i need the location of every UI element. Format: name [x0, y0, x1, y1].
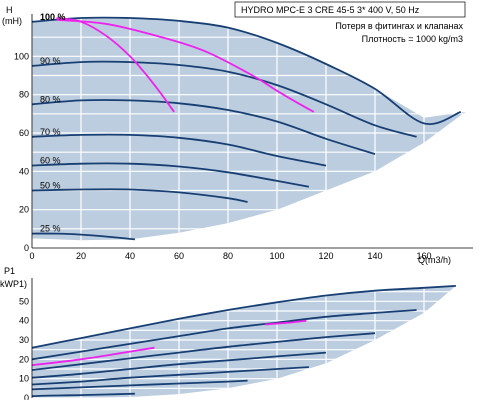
- title-box: [234, 1, 466, 18]
- top-ytick-40: 40: [19, 166, 29, 176]
- bot-efficiency-curve-1: [31, 346, 155, 366]
- top-xtick-60: 60: [174, 251, 184, 261]
- top-ytick-80: 80: [19, 90, 29, 100]
- top-speed-label-25: 25 %: [40, 224, 61, 234]
- head-speed-curves: [31, 16, 462, 241]
- head-speed-labels: 100 % 90 % 80 % 70 % 60 % 50 % 25 %: [40, 12, 66, 234]
- top-speed-label-60: 60 %: [40, 156, 61, 166]
- head-axis-symbol: H: [6, 5, 13, 15]
- power-axis-symbol: P1: [4, 266, 15, 276]
- top-ytick-0: 0: [24, 243, 29, 253]
- top-efficiency-curve-2: [56, 19, 315, 113]
- top-speed-label-70: 70 %: [40, 127, 61, 137]
- top-speed-label-50: 50 %: [40, 181, 61, 191]
- bot-curve-50: [31, 379, 248, 391]
- head-operating-envelope: [32, 18, 466, 241]
- bot-curve-100: [31, 285, 456, 349]
- head-grid: [31, 17, 473, 249]
- power-y-tick-labels: 0 10 20 30 40 50: [19, 296, 29, 400]
- bot-ytick-0: 0: [24, 393, 29, 400]
- top-speed-label-90: 90 %: [40, 56, 61, 66]
- bot-curve-80: [31, 332, 376, 371]
- note-density: Плотность = 1000 kg/m3: [362, 34, 463, 44]
- flow-axis-label: Q(m3/h): [418, 255, 451, 265]
- bot-ytick-40: 40: [19, 316, 29, 326]
- chart-title: HYDRO MPC-E 3 CRE 45-5 3* 400 V, 50 Hz: [241, 5, 420, 15]
- top-curve-90: [31, 60, 417, 138]
- top-xtick-160: 160: [416, 251, 431, 261]
- note-losses: Потеря в фитингах и клапанах: [335, 21, 463, 31]
- top-xtick-20: 20: [76, 251, 86, 261]
- bot-curve-60: [31, 366, 309, 386]
- top-ytick-60: 60: [19, 128, 29, 138]
- top-xtick-100: 100: [269, 251, 284, 261]
- bot-ytick-10: 10: [19, 374, 29, 384]
- top-xtick-0: 0: [29, 251, 34, 261]
- power-grid: [31, 281, 473, 399]
- top-curve-100: [31, 16, 462, 125]
- power-curve-plot: 0 10 20 30 40 50 P1 (kWP1): [0, 266, 473, 400]
- top-curve-25: [31, 232, 135, 241]
- bot-efficiency-curve-2: [264, 319, 307, 326]
- power-speed-curves: [31, 285, 456, 397]
- bot-ytick-20: 20: [19, 354, 29, 364]
- head-curve-plot: 0 20 40 60 80 100 0 20 40 60 80 100 120 140 160 100 %…: [2, 1, 473, 265]
- top-speed-label-100: 100 %: [40, 12, 66, 22]
- bot-curve-25: [31, 392, 135, 397]
- head-y-tick-labels: 0 20 40 60 80 100: [14, 51, 29, 253]
- head-x-tick-labels: 0 20 40 60 80 100 120 140 160: [29, 251, 431, 261]
- top-xtick-140: 140: [367, 251, 382, 261]
- top-xtick-120: 120: [318, 251, 333, 261]
- top-curve-70: [31, 133, 327, 167]
- top-xtick-40: 40: [125, 251, 135, 261]
- head-efficiency-curves: [56, 17, 315, 113]
- power-axis-unit: (kWP1): [0, 279, 27, 289]
- power-efficiency-curves: [31, 319, 307, 366]
- top-xtick-80: 80: [223, 251, 233, 261]
- head-axis-unit: (mH): [2, 16, 22, 26]
- top-ytick-100: 100: [14, 51, 29, 61]
- top-ytick-20: 20: [19, 205, 29, 215]
- top-curve-80: [31, 99, 376, 155]
- top-curve-60: [31, 162, 310, 188]
- bot-curve-90: [31, 309, 417, 361]
- bot-curve-70: [31, 351, 327, 379]
- top-speed-label-80: 80 %: [40, 94, 61, 104]
- top-curve-50: [31, 188, 248, 203]
- bot-ytick-50: 50: [19, 296, 29, 306]
- bot-ytick-30: 30: [19, 335, 29, 345]
